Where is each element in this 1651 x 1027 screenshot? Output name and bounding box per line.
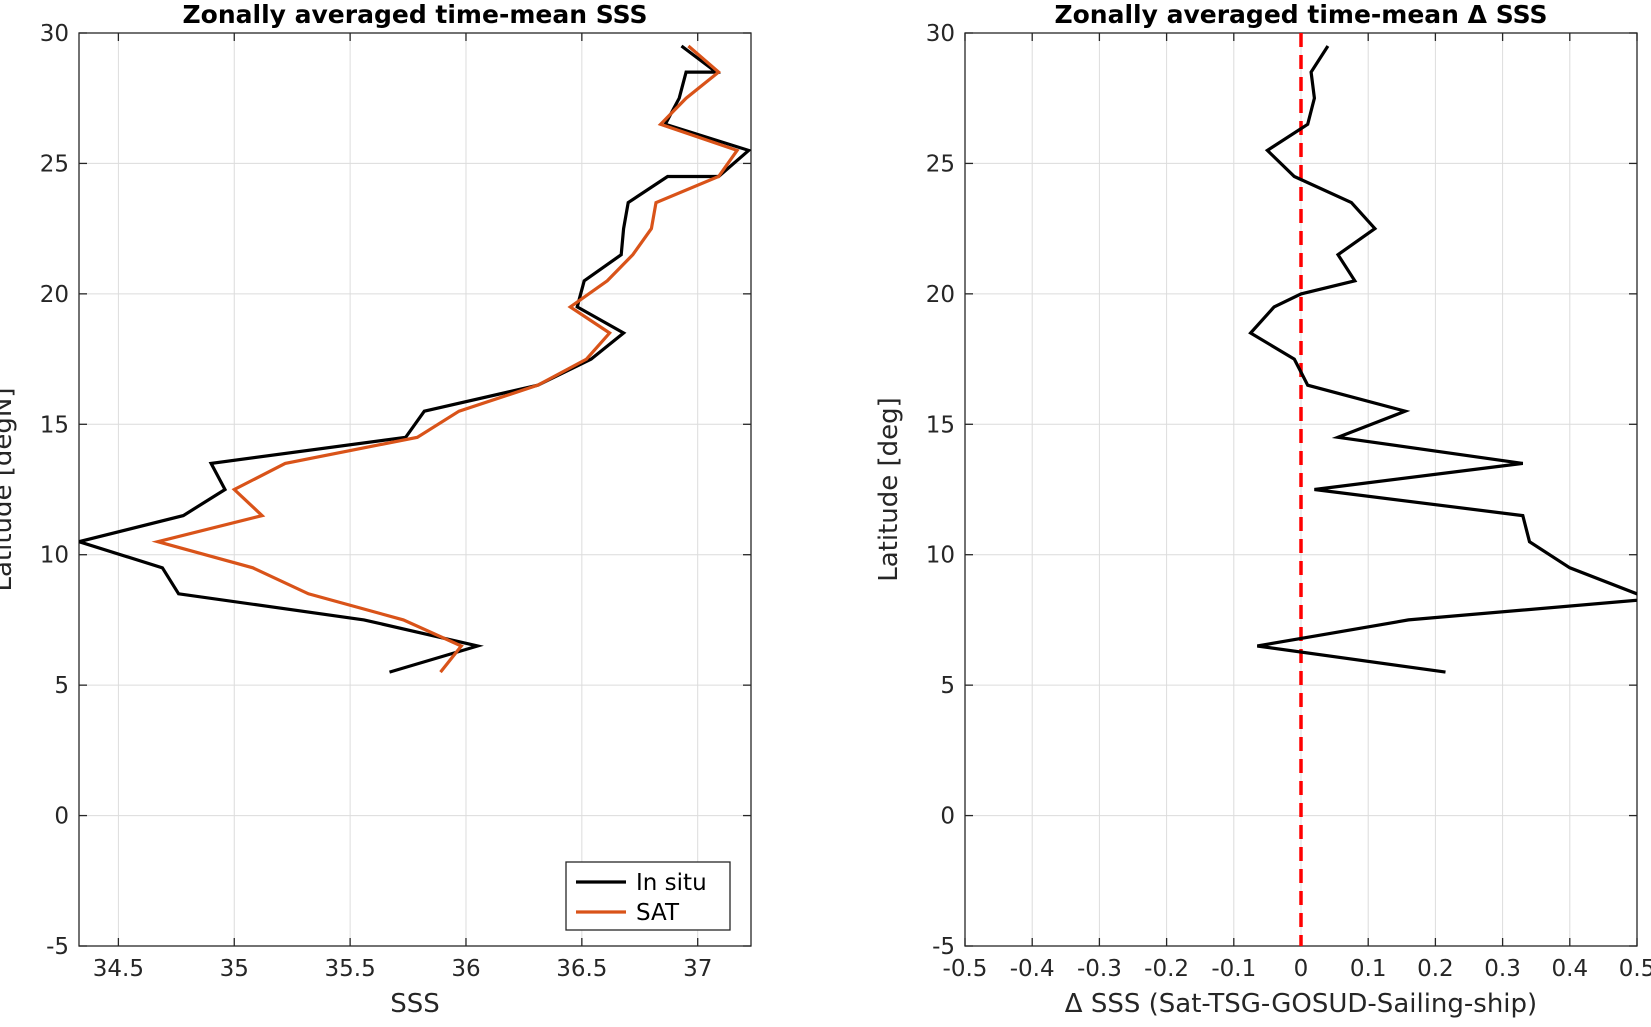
y-tick-label: 15 [926,412,955,438]
legend-box [565,861,731,931]
y-tick-label: 15 [40,412,69,438]
x-tick-label: 34.5 [93,956,144,982]
x-axis-label: SSS [390,989,440,1019]
y-tick-label: 10 [926,543,955,569]
x-tick-label: -0.3 [1077,956,1122,982]
x-tick-label: -0.1 [1211,956,1256,982]
x-tick-label: 0.4 [1552,956,1589,982]
y-tick-label: 5 [940,673,955,699]
x-tick-label: 37 [683,956,712,982]
y-tick-label: -5 [46,934,69,960]
series-line-sat [151,44,740,674]
x-tick-label: -0.5 [943,956,988,982]
x-tick-label: -0.4 [1010,956,1055,982]
y-tick-label: 0 [940,804,955,830]
legend-label: SAT [636,900,680,926]
x-tick-label: 35.5 [325,956,376,982]
x-tick-label: 35 [220,956,249,982]
y-tick-label: 0 [54,804,69,830]
y-tick-label: 25 [926,151,955,177]
chart-title: Zonally averaged time-mean Δ SSS [1055,0,1548,29]
x-tick-label: 0.3 [1484,956,1521,982]
delta-sss-line [1248,45,1637,674]
y-axis-label: Latitude [deg] [874,397,904,582]
x-tick-label: 36.5 [556,956,607,982]
left-panel-sss: 34.5 35 35.5 36 36.5 37 -5 0 5 10 15 20 25 30 Zonally … [0,0,752,1019]
y-tick-label: 5 [54,673,69,699]
x-tick-label: 0 [1294,956,1309,982]
x-tick-label: -0.2 [1144,956,1189,982]
y-tick-label: 30 [40,21,69,47]
chart-title: Zonally averaged time-mean SSS [183,0,648,29]
x-tick-label: 0.1 [1350,956,1387,982]
y-tick-label: 20 [40,282,69,308]
y-axis-label: Latitude [degN] [0,387,18,591]
axes-box [78,32,752,947]
x-axis-label: Δ SSS (Sat-TSG-GOSUD-Sailing-ship) [1065,989,1537,1019]
x-tick-label: 36 [451,956,480,982]
legend-label: In situ [636,870,707,896]
y-tick-label: 20 [926,282,955,308]
series-line-in-situ [79,44,751,674]
y-tick-label: 25 [40,151,69,177]
x-tick-label: 0.2 [1417,956,1454,982]
right-panel-delta-sss: -0.5 -0.4 -0.3 -0.2 -0.1 0 0.1 0.2 0.3 0.4 0.5 -5 0 5… [874,0,1651,1019]
y-tick-label: 30 [926,21,955,47]
y-tick-label: -5 [932,934,955,960]
y-tick-label: 10 [40,543,69,569]
x-tick-label: 0.5 [1619,956,1651,982]
